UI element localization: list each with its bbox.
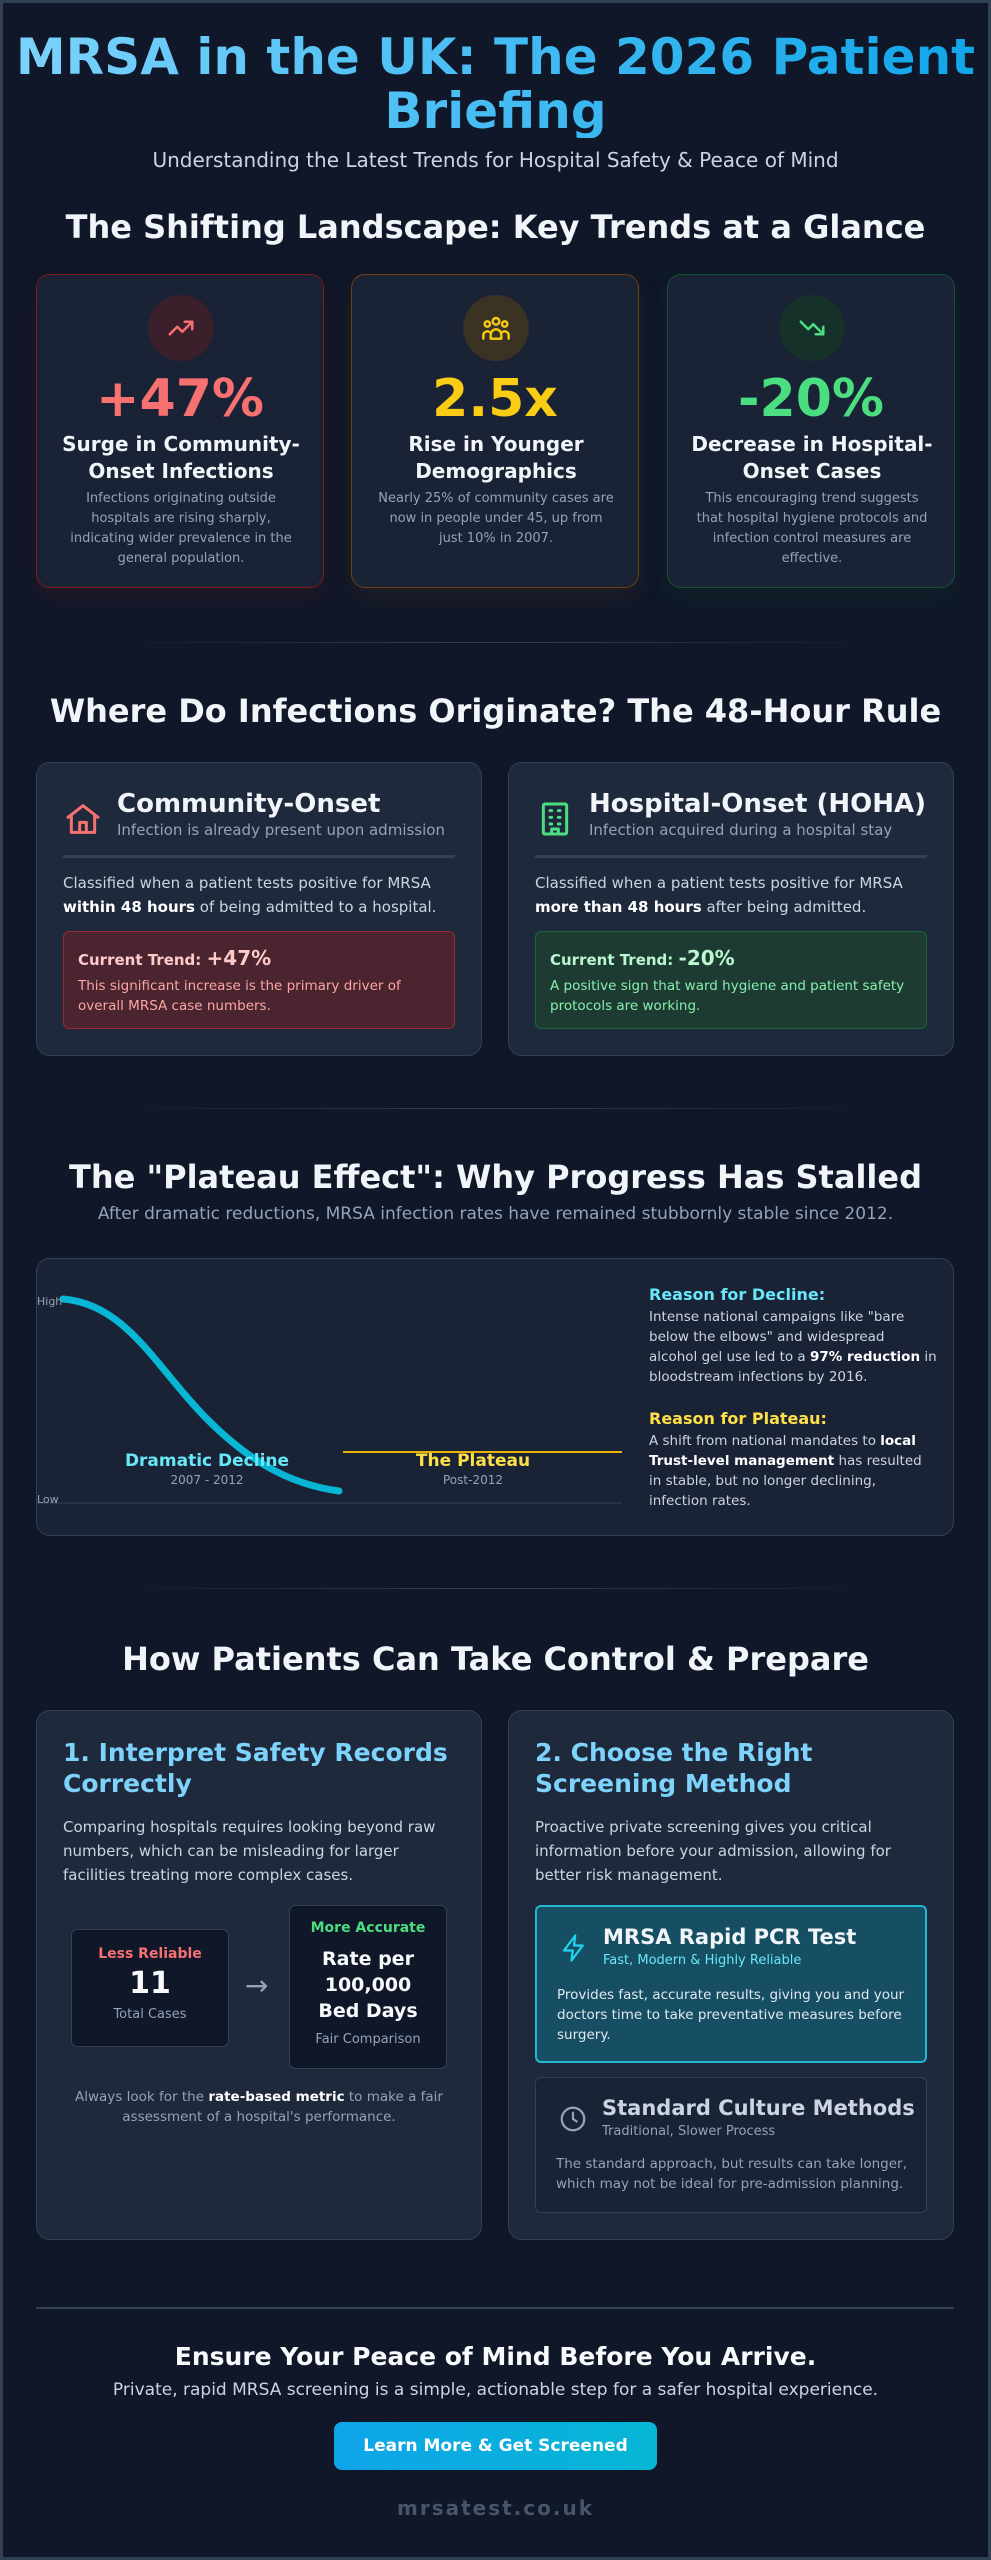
section-divider bbox=[90, 642, 901, 643]
cta-heading: Ensure Your Peace of Mind Before You Arr… bbox=[174, 2342, 817, 2371]
community-onset-card: Community-Onset Infection is already pre… bbox=[36, 762, 482, 1056]
people-icon bbox=[463, 295, 529, 361]
arrow-right-icon: → bbox=[245, 1969, 269, 2002]
card-divider bbox=[63, 855, 455, 858]
reason-plateau: Reason for Plateau: A shift from nationa… bbox=[649, 1409, 922, 1509]
y-axis-high-label: High bbox=[37, 1295, 63, 1308]
card-body: Classified when a patient tests positive… bbox=[63, 874, 437, 916]
pcr-description: Provides fast, accurate results, giving … bbox=[557, 1987, 905, 2043]
trend-box: Current Trend: -20% A positive sign that… bbox=[535, 931, 927, 1029]
records-note: Always look for the rate-based metric to… bbox=[75, 2089, 443, 2125]
stat-description: Infections originating outside hospitals… bbox=[70, 491, 292, 566]
lightning-icon bbox=[559, 1933, 591, 1965]
card-title: Community-Onset bbox=[117, 789, 381, 819]
decline-years: 2007 - 2012 bbox=[170, 1473, 244, 1487]
stat-label: Rise in Younger Demographics bbox=[408, 432, 584, 483]
card-subtitle: Infection acquired during a hospital sta… bbox=[589, 821, 893, 839]
culture-title: Standard Culture Methods bbox=[602, 2096, 915, 2120]
less-reliable-box: Less Reliable 11 Total Cases bbox=[71, 1929, 229, 2047]
card-body: Classified when a patient tests positive… bbox=[535, 874, 903, 916]
trends-heading: The Shifting Landscape: Key Trends at a … bbox=[65, 208, 926, 246]
stat-value: +47% bbox=[95, 369, 265, 429]
culture-description: The standard approach, but results can t… bbox=[556, 2156, 907, 2192]
pcr-title: MRSA Rapid PCR Test bbox=[603, 1925, 857, 1949]
card-subtitle: Infection is already present upon admiss… bbox=[117, 821, 445, 839]
culture-subtitle: Traditional, Slower Process bbox=[602, 2124, 776, 2139]
stat-label: Surge in Community-Onset Infections bbox=[62, 432, 300, 483]
section-divider bbox=[90, 1588, 901, 1589]
hospital-building-icon bbox=[535, 799, 575, 839]
stat-card-younger: 2.5x Rise in Younger Demographics Nearly… bbox=[351, 274, 639, 588]
prepare-heading: How Patients Can Take Control & Prepare bbox=[122, 1640, 869, 1678]
hospital-onset-card: Hospital-Onset (HOHA) Infection acquired… bbox=[508, 762, 954, 1056]
reason-decline: Reason for Decline: Intense national cam… bbox=[649, 1285, 937, 1385]
trending-up-icon bbox=[148, 295, 214, 361]
stat-description: Nearly 25% of community cases are now in… bbox=[378, 491, 614, 546]
trend-box: Current Trend: +47% This significant inc… bbox=[63, 931, 455, 1029]
decline-label: Dramatic Decline bbox=[124, 1451, 290, 1471]
page-subtitle: Understanding the Latest Trends for Hosp… bbox=[152, 148, 839, 172]
card-title: Hospital-Onset (HOHA) bbox=[589, 789, 927, 819]
card-divider bbox=[535, 855, 927, 858]
home-icon bbox=[63, 799, 103, 839]
pcr-subtitle: Fast, Modern & Highly Reliable bbox=[603, 1953, 802, 1968]
records-body: Comparing hospitals requires looking bey… bbox=[63, 1818, 436, 1884]
learn-more-button[interactable]: Learn More & Get Screened bbox=[334, 2422, 657, 2470]
plateau-subheading: After dramatic reductions, MRSA infectio… bbox=[97, 1204, 894, 1224]
stat-card-community: +47% Surge in Community-Onset Infections… bbox=[36, 274, 324, 588]
plateau-illustration bbox=[37, 1295, 622, 1504]
records-card: 1. Interpret Safety Records Correctly Co… bbox=[36, 1710, 482, 2240]
screening-body: Proactive private screening gives you cr… bbox=[535, 1818, 891, 1884]
trending-down-icon bbox=[779, 295, 845, 361]
stat-description: This encouraging trend suggests that hos… bbox=[696, 491, 928, 566]
more-accurate-box: More Accurate Rate per 100,000 Bed Days … bbox=[289, 1905, 447, 2069]
plateau-years: Post-2012 bbox=[443, 1473, 503, 1487]
records-title: 1. Interpret Safety Records Correctly bbox=[63, 1738, 448, 1798]
y-axis-low-label: Low bbox=[37, 1493, 59, 1506]
stat-value: -20% bbox=[737, 369, 885, 429]
section-divider bbox=[90, 1108, 901, 1109]
page-title: MRSA in the UK: The 2026 Patient Briefin… bbox=[0, 30, 991, 138]
culture-method-option[interactable]: Standard Culture Methods Traditional, Sl… bbox=[535, 2077, 927, 2213]
plateau-heading: The "Plateau Effect": Why Progress Has S… bbox=[69, 1158, 922, 1196]
clock-icon bbox=[558, 2104, 590, 2136]
stat-label: Decrease in Hospital-Onset Cases bbox=[691, 432, 933, 483]
plateau-label: The Plateau bbox=[415, 1451, 531, 1471]
footer-divider bbox=[36, 2307, 954, 2309]
stat-value: 2.5x bbox=[432, 369, 558, 429]
screening-card: 2. Choose the Right Screening Method Pro… bbox=[508, 1710, 954, 2240]
screening-title: 2. Choose the Right Screening Method bbox=[535, 1738, 813, 1798]
pcr-test-option[interactable]: MRSA Rapid PCR Test Fast, Modern & Highl… bbox=[535, 1905, 927, 2063]
site-link[interactable]: mrsatest.co.uk bbox=[396, 2496, 595, 2520]
origin-heading: Where Do Infections Originate? The 48-Ho… bbox=[49, 692, 942, 730]
plateau-panel: High Low Dramatic Decline 2007 - 2012 Th… bbox=[36, 1258, 954, 1536]
stat-card-hospital: -20% Decrease in Hospital-Onset Cases Th… bbox=[667, 274, 955, 588]
cta-subheading: Private, rapid MRSA screening is a simpl… bbox=[112, 2380, 879, 2400]
